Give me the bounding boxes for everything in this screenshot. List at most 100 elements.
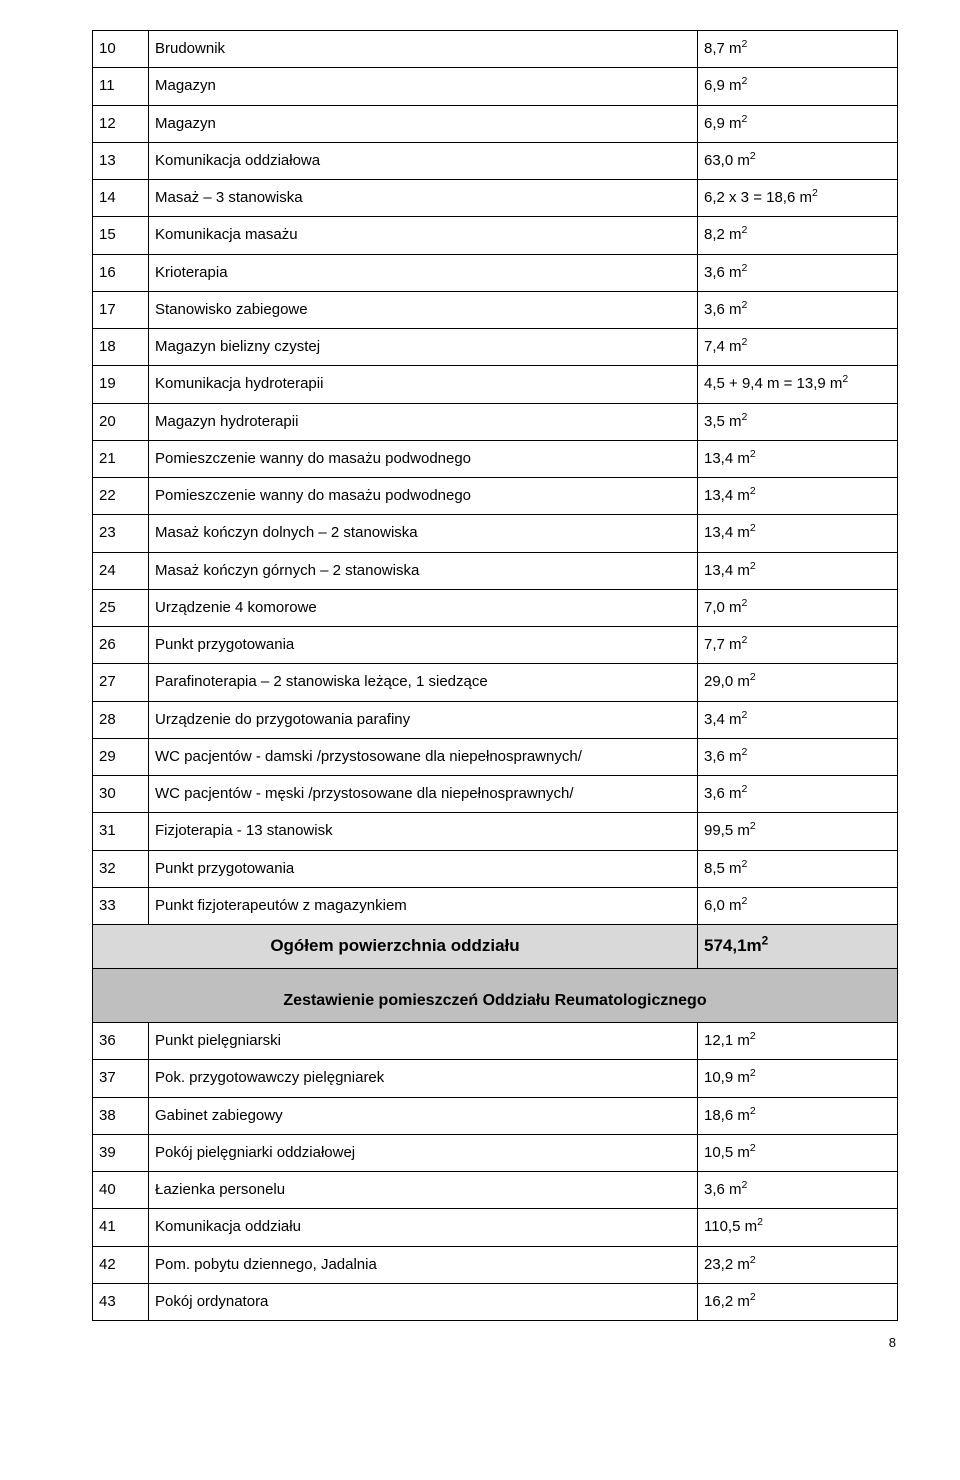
row-value: 3,6 m2 (698, 738, 898, 775)
row-number: 19 (93, 366, 149, 403)
row-value: 3,6 m2 (698, 776, 898, 813)
table-row: 19Komunikacja hydroterapii4,5 + 9,4 m = … (93, 366, 898, 403)
row-description: Gabinet zabiegowy (149, 1097, 698, 1134)
table-row: 42Pom. pobytu dziennego, Jadalnia23,2 m2 (93, 1246, 898, 1283)
row-value: 23,2 m2 (698, 1246, 898, 1283)
row-value: 3,5 m2 (698, 403, 898, 440)
table-row: 15Komunikacja masażu8,2 m2 (93, 217, 898, 254)
row-value: 6,9 m2 (698, 68, 898, 105)
row-description: Stanowisko zabiegowe (149, 291, 698, 328)
row-value: 6,9 m2 (698, 105, 898, 142)
table-row: 39Pokój pielęgniarki oddziałowej10,5 m2 (93, 1134, 898, 1171)
row-number: 32 (93, 850, 149, 887)
row-number: 38 (93, 1097, 149, 1134)
row-value: 13,4 m2 (698, 552, 898, 589)
row-value: 3,6 m2 (698, 254, 898, 291)
table-row: 29WC pacjentów - damski /przystosowane d… (93, 738, 898, 775)
table-row: 22Pomieszczenie wanny do masażu podwodne… (93, 478, 898, 515)
row-number: 24 (93, 552, 149, 589)
table-row: 24Masaż kończyn górnych – 2 stanowiska13… (93, 552, 898, 589)
row-value: 3,4 m2 (698, 701, 898, 738)
table-row: 20Magazyn hydroterapii3,5 m2 (93, 403, 898, 440)
row-value: 12,1 m2 (698, 1023, 898, 1060)
row-description: Brudownik (149, 31, 698, 68)
row-number: 11 (93, 68, 149, 105)
row-number: 12 (93, 105, 149, 142)
row-value: 8,5 m2 (698, 850, 898, 887)
row-number: 22 (93, 478, 149, 515)
row-description: Masaż kończyn dolnych – 2 stanowiska (149, 515, 698, 552)
row-value: 8,2 m2 (698, 217, 898, 254)
row-number: 16 (93, 254, 149, 291)
table-row: 33Punkt fizjoterapeutów z magazynkiem6,0… (93, 887, 898, 924)
table-row: 32Punkt przygotowania8,5 m2 (93, 850, 898, 887)
row-number: 39 (93, 1134, 149, 1171)
row-number: 17 (93, 291, 149, 328)
table-row: 10Brudownik8,7 m2 (93, 31, 898, 68)
room-schedule-table: 10Brudownik8,7 m211Magazyn6,9 m212Magazy… (92, 30, 898, 1321)
row-number: 23 (93, 515, 149, 552)
row-number: 29 (93, 738, 149, 775)
row-value: 99,5 m2 (698, 813, 898, 850)
table-row: 43Pokój ordynatora16,2 m2 (93, 1283, 898, 1320)
row-value: 7,0 m2 (698, 589, 898, 626)
row-value: 16,2 m2 (698, 1283, 898, 1320)
row-value: 18,6 m2 (698, 1097, 898, 1134)
table-row: 41Komunikacja oddziału110,5 m2 (93, 1209, 898, 1246)
row-number: 42 (93, 1246, 149, 1283)
row-description: Punkt przygotowania (149, 850, 698, 887)
row-number: 27 (93, 664, 149, 701)
row-description: Komunikacja masażu (149, 217, 698, 254)
row-description: Komunikacja hydroterapii (149, 366, 698, 403)
row-description: Punkt fizjoterapeutów z magazynkiem (149, 887, 698, 924)
table-row: 30WC pacjentów - męski /przystosowane dl… (93, 776, 898, 813)
row-value: 8,7 m2 (698, 31, 898, 68)
row-number: 13 (93, 142, 149, 179)
table-row: 37Pok. przygotowawczy pielęgniarek10,9 m… (93, 1060, 898, 1097)
table-row: 16Krioterapia3,6 m2 (93, 254, 898, 291)
row-value: 13,4 m2 (698, 515, 898, 552)
row-number: 20 (93, 403, 149, 440)
row-description: Magazyn (149, 105, 698, 142)
row-description: Pomieszczenie wanny do masażu podwodnego (149, 440, 698, 477)
row-description: Komunikacja oddziału (149, 1209, 698, 1246)
row-number: 31 (93, 813, 149, 850)
table-row: 23Masaż kończyn dolnych – 2 stanowiska13… (93, 515, 898, 552)
total-value: 574,1m2 (698, 925, 898, 969)
row-number: 28 (93, 701, 149, 738)
row-description: Krioterapia (149, 254, 698, 291)
row-number: 33 (93, 887, 149, 924)
row-number: 25 (93, 589, 149, 626)
row-number: 37 (93, 1060, 149, 1097)
table-row: 11Magazyn6,9 m2 (93, 68, 898, 105)
table-row: 18Magazyn bielizny czystej7,4 m2 (93, 329, 898, 366)
row-value: 13,4 m2 (698, 478, 898, 515)
row-description: Fizjoterapia - 13 stanowisk (149, 813, 698, 850)
row-value: 3,6 m2 (698, 1172, 898, 1209)
row-value: 6,0 m2 (698, 887, 898, 924)
row-description: Urządzenie 4 komorowe (149, 589, 698, 626)
row-number: 30 (93, 776, 149, 813)
table-row: 28Urządzenie do przygotowania parafiny3,… (93, 701, 898, 738)
row-number: 14 (93, 180, 149, 217)
row-value: 63,0 m2 (698, 142, 898, 179)
row-description: Pomieszczenie wanny do masażu podwodnego (149, 478, 698, 515)
row-value: 7,4 m2 (698, 329, 898, 366)
table-row: 27Parafinoterapia – 2 stanowiska leżące,… (93, 664, 898, 701)
subheader-spacer (93, 968, 898, 982)
table-row: 40Łazienka personelu3,6 m2 (93, 1172, 898, 1209)
table-row: 17Stanowisko zabiegowe3,6 m2 (93, 291, 898, 328)
row-value: 110,5 m2 (698, 1209, 898, 1246)
table-row: 21Pomieszczenie wanny do masażu podwodne… (93, 440, 898, 477)
row-description: Urządzenie do przygotowania parafiny (149, 701, 698, 738)
row-value: 3,6 m2 (698, 291, 898, 328)
table-row: 38Gabinet zabiegowy18,6 m2 (93, 1097, 898, 1134)
subheader-row: Zestawienie pomieszczeń Oddziału Reumato… (93, 982, 898, 1022)
subheader-label: Zestawienie pomieszczeń Oddziału Reumato… (93, 982, 898, 1022)
row-description: Magazyn hydroterapii (149, 403, 698, 440)
row-description: Pokój ordynatora (149, 1283, 698, 1320)
row-number: 15 (93, 217, 149, 254)
row-description: Punkt pielęgniarski (149, 1023, 698, 1060)
row-value: 4,5 + 9,4 m = 13,9 m2 (698, 366, 898, 403)
row-number: 10 (93, 31, 149, 68)
